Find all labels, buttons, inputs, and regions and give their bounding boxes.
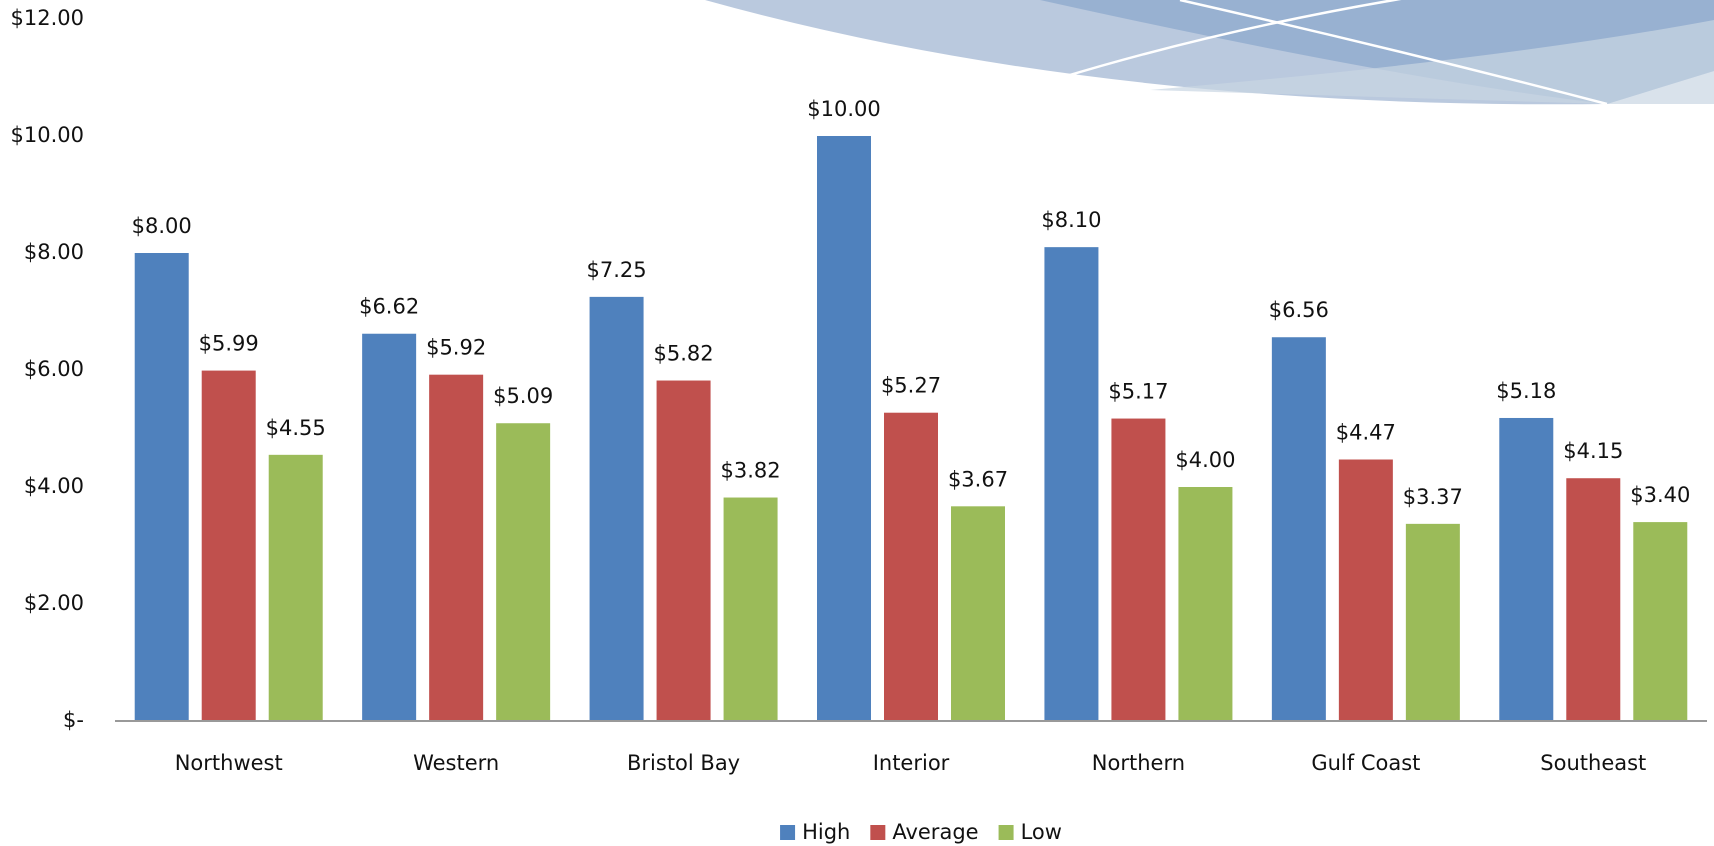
value-label: $5.27 bbox=[881, 374, 941, 398]
x-tick-label: Northwest bbox=[175, 751, 283, 775]
y-tick-label: $- bbox=[63, 708, 84, 732]
value-label: $6.56 bbox=[1269, 298, 1329, 322]
x-tick-label: Gulf Coast bbox=[1311, 751, 1420, 775]
legend-swatch bbox=[998, 825, 1014, 840]
bar bbox=[429, 374, 484, 721]
bar bbox=[951, 506, 1005, 721]
value-label: $10.00 bbox=[807, 97, 880, 121]
y-tick-label: $8.00 bbox=[24, 240, 84, 264]
y-tick-label: $4.00 bbox=[24, 474, 84, 498]
bar bbox=[723, 497, 778, 721]
value-label: $3.67 bbox=[948, 467, 1008, 491]
bar bbox=[1044, 247, 1099, 721]
bar bbox=[1405, 523, 1460, 721]
bar bbox=[817, 136, 871, 721]
bar bbox=[1271, 337, 1326, 721]
bar bbox=[1633, 522, 1688, 721]
legend-swatch bbox=[780, 825, 796, 840]
x-tick-label: Bristol Bay bbox=[627, 751, 740, 775]
value-label: $5.92 bbox=[426, 336, 486, 360]
value-label: $3.37 bbox=[1403, 485, 1463, 509]
y-tick-label: $12.00 bbox=[11, 6, 84, 30]
value-label: $4.55 bbox=[266, 416, 326, 440]
legend-label: High bbox=[802, 820, 850, 844]
bar bbox=[884, 412, 938, 721]
y-tick-label: $10.00 bbox=[11, 123, 84, 147]
value-label: $7.25 bbox=[587, 258, 647, 282]
legend-swatch bbox=[870, 825, 886, 840]
bar bbox=[1499, 417, 1554, 721]
bar bbox=[1178, 487, 1233, 721]
bar bbox=[656, 380, 711, 721]
bar bbox=[1566, 478, 1621, 721]
value-label: $5.09 bbox=[493, 384, 553, 408]
bar bbox=[1111, 418, 1166, 721]
value-label: $8.10 bbox=[1041, 208, 1101, 232]
value-label: $5.17 bbox=[1108, 380, 1168, 404]
value-label: $4.00 bbox=[1175, 448, 1235, 472]
bar bbox=[496, 423, 551, 721]
y-tick-label: $6.00 bbox=[24, 357, 84, 381]
bar bbox=[589, 296, 644, 721]
x-tick-label: Southeast bbox=[1540, 751, 1646, 775]
value-label: $4.15 bbox=[1563, 439, 1623, 463]
y-tick-label: $2.00 bbox=[24, 591, 84, 615]
x-tick-label: Western bbox=[413, 751, 499, 775]
legend-label: Low bbox=[1021, 820, 1062, 844]
bar bbox=[362, 333, 417, 721]
decoration bbox=[705, 0, 1714, 106]
bar bbox=[134, 253, 189, 721]
value-label: $5.18 bbox=[1496, 379, 1556, 403]
x-tick-label: Interior bbox=[873, 751, 950, 775]
value-label: $6.62 bbox=[359, 295, 419, 319]
bar bbox=[268, 454, 323, 721]
value-label: $8.00 bbox=[132, 214, 192, 238]
bar bbox=[201, 370, 256, 721]
value-label: $3.82 bbox=[721, 459, 781, 483]
value-label: $3.40 bbox=[1630, 483, 1690, 507]
x-tick-label: Northern bbox=[1092, 751, 1185, 775]
value-label: $4.47 bbox=[1336, 421, 1396, 445]
value-label: $5.82 bbox=[654, 342, 714, 366]
legend-label: Average bbox=[892, 820, 978, 844]
bar bbox=[1338, 459, 1393, 721]
value-label: $5.99 bbox=[199, 332, 259, 356]
